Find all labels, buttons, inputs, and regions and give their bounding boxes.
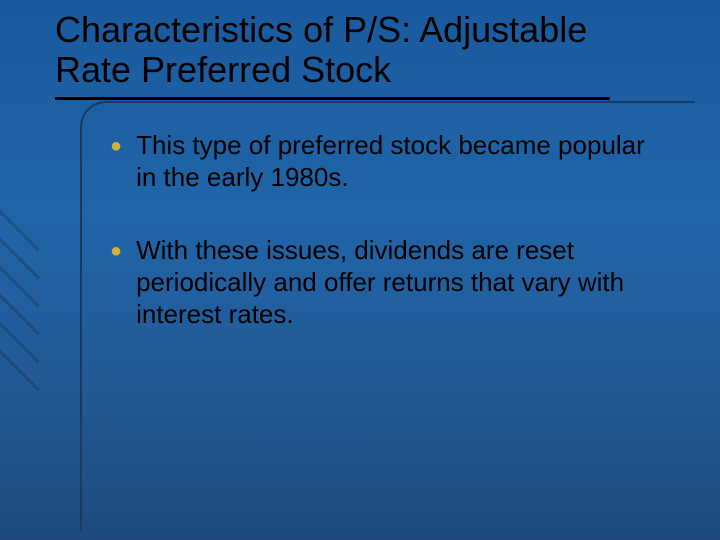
diagonal-accent-line: [0, 262, 40, 363]
diagonal-accents: [0, 150, 80, 380]
bullet-icon: ●: [110, 130, 122, 193]
diagonal-accent-line: [0, 150, 40, 251]
title-underline: [55, 97, 610, 100]
list-item: ● With these issues, dividends are reset…: [110, 235, 650, 330]
slide-title: Characteristics of P/S: Adjustable Rate …: [55, 10, 660, 89]
diagonal-accent-line: [0, 234, 40, 335]
diagonal-accent-line: [0, 206, 40, 307]
bullet-text: With these issues, dividends are reset p…: [136, 235, 650, 330]
slide: Characteristics of P/S: Adjustable Rate …: [0, 0, 720, 540]
list-item: ● This type of preferred stock became po…: [110, 130, 650, 193]
bullet-list: ● This type of preferred stock became po…: [110, 130, 650, 373]
diagonal-accent-line: [0, 178, 40, 279]
bullet-icon: ●: [110, 235, 122, 330]
diagonal-accent-line: [0, 290, 40, 391]
bullet-text: This type of preferred stock became popu…: [136, 130, 650, 193]
